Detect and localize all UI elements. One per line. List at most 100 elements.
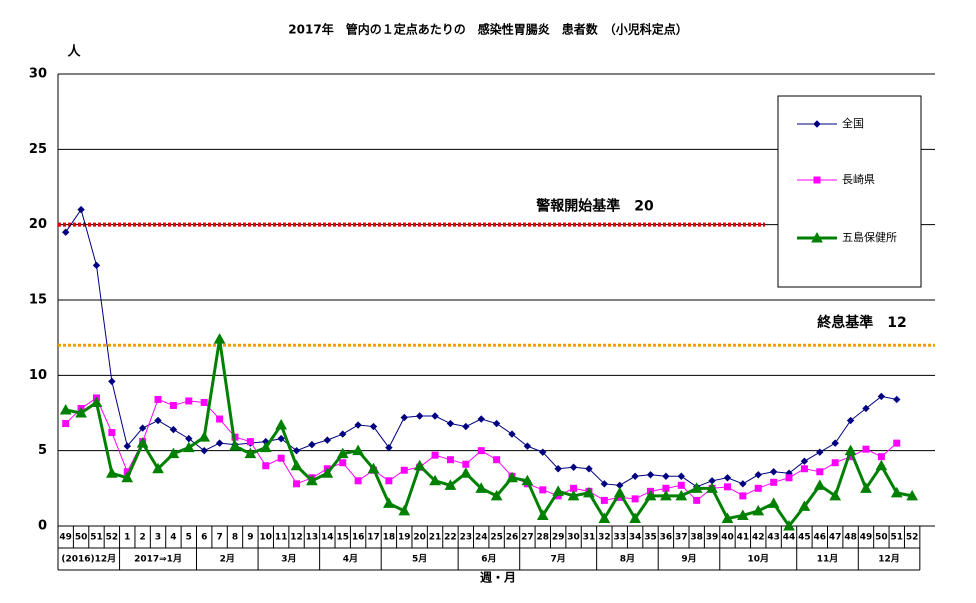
point: [475, 482, 488, 493]
point: [59, 403, 72, 415]
point: [216, 415, 224, 423]
x-tick-label: 31: [583, 533, 596, 543]
point: [816, 468, 824, 476]
point: [677, 472, 686, 480]
x-tick-label: 24: [475, 533, 488, 543]
point: [339, 459, 347, 467]
point: [200, 446, 208, 455]
point: [462, 422, 470, 431]
point: [721, 512, 734, 523]
point: [813, 479, 826, 490]
point: [444, 479, 457, 490]
point: [400, 413, 408, 422]
point: [154, 395, 162, 403]
legend-marker: [813, 176, 821, 184]
x-tick-label: 52: [106, 533, 119, 543]
point: [246, 438, 254, 446]
point: [367, 462, 380, 474]
point: [831, 459, 839, 467]
point: [754, 484, 762, 492]
x-tick-label: 47: [829, 533, 842, 543]
point: [492, 419, 501, 428]
x-tick-label: 23: [460, 533, 473, 543]
point: [862, 404, 870, 413]
x-axis-label: 週・月: [480, 570, 516, 585]
point: [631, 472, 639, 480]
x-tick-label: 1: [124, 533, 130, 543]
point: [583, 486, 595, 498]
month-label: 8月: [620, 554, 635, 565]
point: [539, 448, 547, 456]
point: [785, 474, 793, 482]
y-tick-label: 0: [38, 519, 47, 534]
x-tick-label: 8: [232, 533, 238, 543]
month-label: 10月: [747, 554, 769, 565]
month-label: 2月: [220, 554, 235, 565]
x-tick-label: 51: [90, 533, 103, 543]
x-tick-label: 19: [398, 533, 411, 543]
point: [92, 261, 101, 270]
x-tick-label: 6: [201, 533, 207, 543]
point: [446, 419, 455, 428]
point: [860, 482, 872, 493]
point: [739, 492, 747, 500]
x-tick-label: 15: [336, 533, 349, 543]
point: [446, 456, 454, 464]
point: [200, 398, 208, 406]
x-tick-label: 4: [170, 533, 176, 543]
point: [352, 444, 364, 456]
x-tick-label: 5: [186, 533, 192, 543]
x-tick-label: 21: [429, 533, 442, 543]
point: [569, 463, 578, 471]
point: [631, 495, 639, 503]
point: [277, 434, 285, 443]
x-tick-label: 3: [155, 533, 161, 543]
x-tick-label: 28: [537, 533, 550, 543]
point: [385, 443, 393, 452]
point: [752, 504, 765, 516]
point: [306, 474, 318, 486]
x-tick-label: 49: [860, 533, 873, 543]
y-tick-label: 25: [29, 142, 47, 157]
x-tick-label: 45: [798, 533, 811, 543]
point: [154, 416, 162, 425]
x-tick-label: 12: [290, 533, 303, 543]
point: [600, 480, 609, 488]
point: [339, 430, 347, 438]
x-tick-label: 41: [737, 533, 750, 543]
point: [431, 412, 439, 420]
point: [136, 437, 149, 448]
point: [754, 471, 762, 479]
legend-marker: [811, 231, 823, 243]
point: [383, 497, 395, 508]
month-label: 3月: [281, 554, 296, 565]
y-tick-label: 15: [29, 293, 47, 308]
x-tick-label: 27: [521, 533, 534, 543]
x-tick-label: 22: [444, 533, 457, 543]
point: [398, 504, 411, 516]
point: [906, 489, 918, 501]
point: [244, 447, 257, 459]
point: [277, 454, 285, 462]
point: [875, 459, 888, 471]
month-label: (2016)12月: [61, 554, 116, 565]
point: [890, 486, 903, 498]
point: [336, 447, 349, 459]
point: [108, 429, 116, 437]
month-label: 2017⇒1月: [134, 554, 182, 565]
point: [290, 459, 303, 471]
month-label: 12月: [878, 554, 900, 565]
x-tick-label: 36: [660, 533, 673, 543]
point: [308, 440, 316, 449]
y-tick-label: 20: [29, 217, 47, 232]
point: [816, 448, 824, 456]
point: [293, 480, 301, 488]
x-tick-label: 10: [259, 533, 272, 543]
point: [554, 465, 562, 473]
legend-label: 長崎県: [842, 172, 875, 186]
point: [75, 406, 87, 418]
point: [675, 489, 688, 501]
point: [893, 439, 901, 447]
point: [677, 481, 685, 489]
